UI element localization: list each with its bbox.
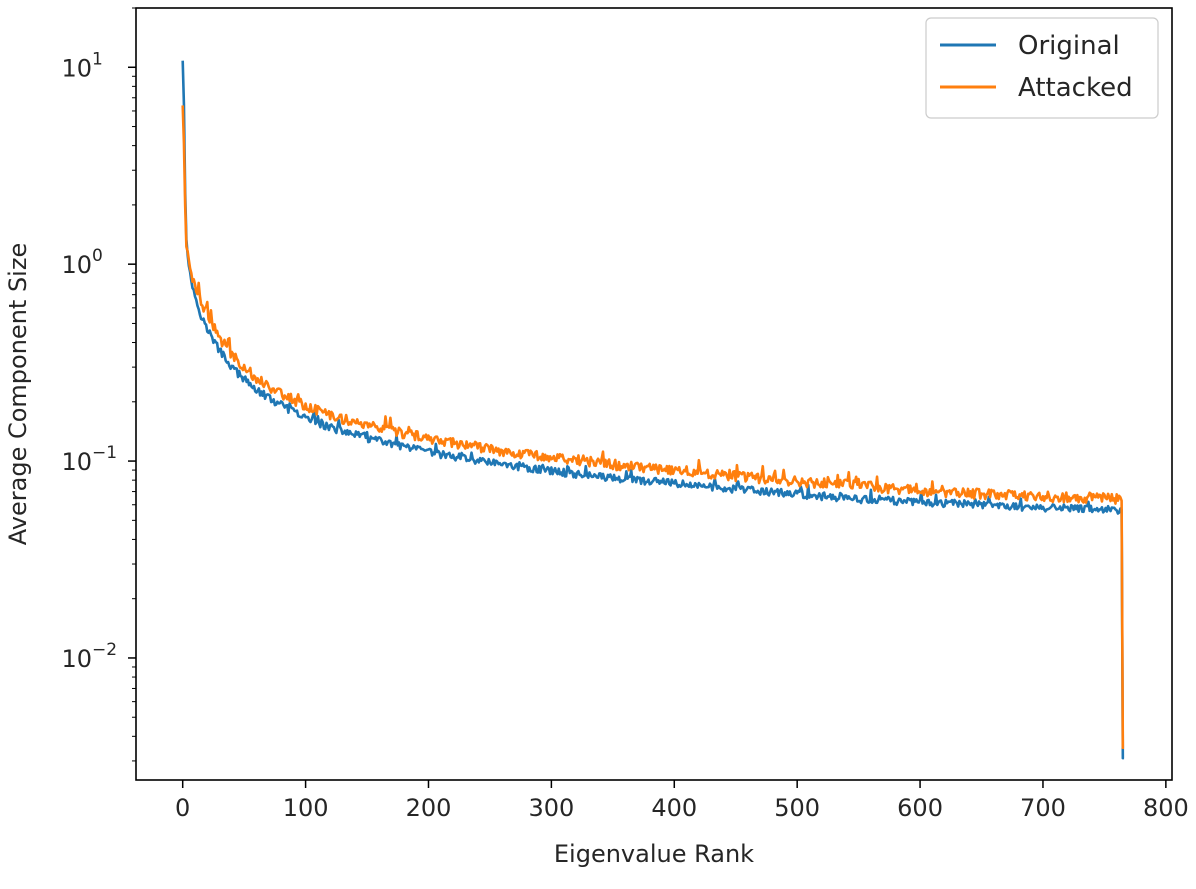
series-line-attacked bbox=[181, 105, 1125, 750]
x-tick-label: 100 bbox=[283, 794, 329, 822]
y-tick-exponent: −1 bbox=[92, 443, 117, 463]
legend-label-original: Original bbox=[1018, 31, 1120, 61]
x-tick-label: 0 bbox=[175, 794, 190, 822]
legend: Original Attacked bbox=[925, 17, 1159, 119]
x-tick-label: 700 bbox=[1020, 794, 1066, 822]
x-tick-label: 500 bbox=[774, 794, 820, 822]
y-tick-label: 10 bbox=[61, 448, 92, 476]
series-layer bbox=[181, 60, 1125, 760]
series-line-original bbox=[181, 60, 1125, 760]
x-tick-label: 200 bbox=[406, 794, 452, 822]
y-tick-exponent: −2 bbox=[92, 640, 117, 660]
y-tick-exponent: 1 bbox=[92, 49, 103, 69]
y-tick-label: 10 bbox=[61, 645, 92, 673]
y-tick-label: 10 bbox=[61, 251, 92, 279]
x-tick-label: 600 bbox=[897, 794, 943, 822]
x-tick-label: 400 bbox=[651, 794, 697, 822]
x-axis-label: Eigenvalue Rank bbox=[554, 840, 754, 868]
y-tick-label: 10 bbox=[61, 54, 92, 82]
y-tick-exponent: 0 bbox=[92, 246, 103, 266]
y-axis-label: Average Component Size bbox=[4, 243, 32, 545]
x-tick-label: 300 bbox=[528, 794, 574, 822]
legend-label-attacked: Attacked bbox=[1018, 73, 1133, 103]
x-axis-ticks: 0 100 200 300 400 500 600 700 800 bbox=[175, 780, 1189, 822]
legend-box bbox=[925, 17, 1159, 119]
x-tick-label: 800 bbox=[1143, 794, 1189, 822]
plot-frame bbox=[135, 7, 1173, 781]
